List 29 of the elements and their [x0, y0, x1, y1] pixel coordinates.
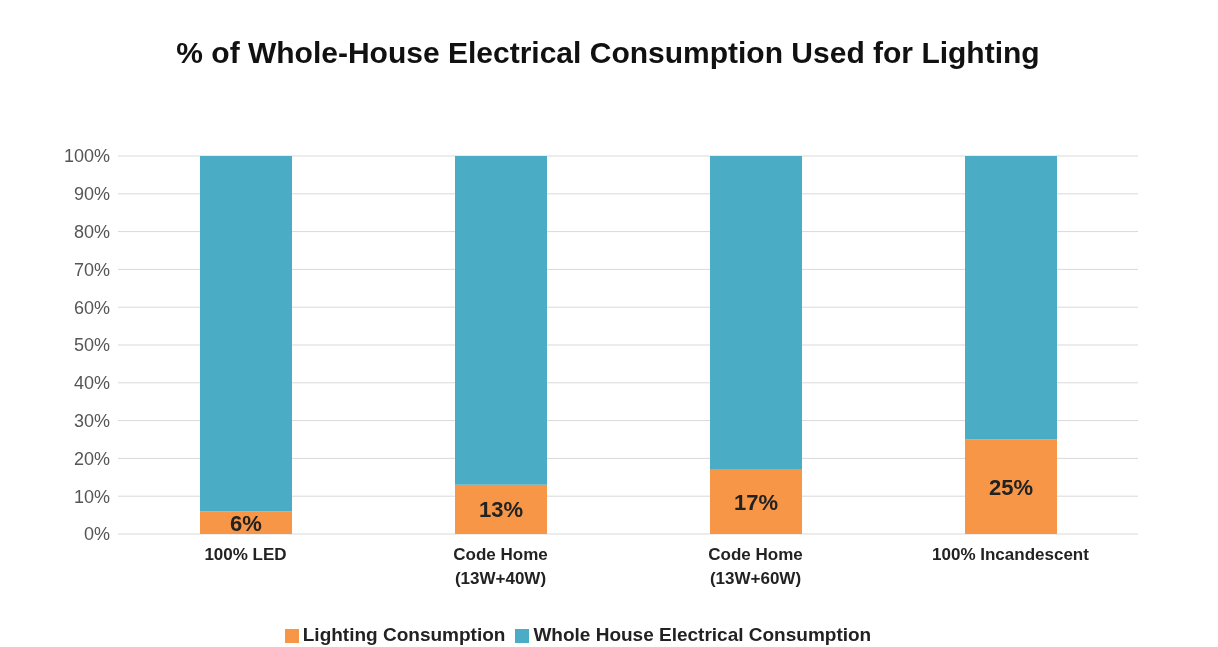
bar: [200, 156, 292, 512]
y-tick-label: 60%: [73, 297, 110, 318]
data-label: 17%: [733, 489, 779, 515]
y-tick-label: 50%: [73, 335, 110, 356]
y-tick-label: 70%: [73, 259, 110, 280]
data-label: 25%: [988, 474, 1034, 500]
bar: [965, 156, 1057, 440]
y-tick-label: 30%: [73, 410, 110, 431]
chart-title: % of Whole-House Electrical Consumption Used for Lighting: [175, 35, 1041, 71]
legend-label: Lighting Consumption: [302, 624, 506, 645]
bar: [710, 469, 802, 534]
data-label: 13%: [478, 497, 524, 523]
y-tick-label: 0%: [83, 524, 110, 545]
y-tick-label: 80%: [73, 221, 110, 242]
data-label: 6%: [230, 510, 262, 536]
x-tick-label: Code Home (13W+60W): [708, 545, 803, 588]
bar: [965, 439, 1057, 534]
bar: [455, 156, 547, 485]
x-tick-label: 100% Incandescent: [932, 545, 1090, 564]
y-tick-label: 40%: [73, 373, 110, 394]
bar: [455, 484, 547, 534]
y-tick-label: 10%: [73, 486, 110, 507]
bar: [710, 156, 802, 470]
x-tick-label: 100% LED: [204, 545, 287, 564]
y-tick-label: 20%: [73, 448, 110, 469]
x-tick-label: Code Home (13W+40W): [453, 545, 548, 588]
y-tick-label: 90%: [73, 184, 110, 205]
legend-label: Whole House Electrical Consumption: [533, 624, 872, 645]
y-tick-label: 100%: [63, 146, 110, 167]
